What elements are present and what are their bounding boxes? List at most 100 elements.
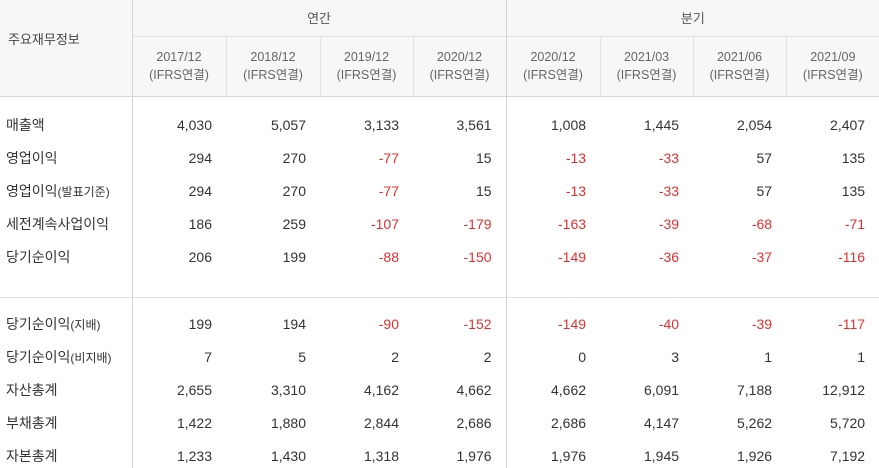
table-cell: 1 [764, 348, 773, 365]
table-cell: 2,054 [737, 116, 773, 133]
table-cell: 4,662 [551, 381, 587, 398]
row-label-main: 매출액 [6, 116, 45, 133]
table-cell: 2,844 [363, 414, 399, 431]
period-header: 2020/12 (IFRS연결) [506, 36, 601, 97]
table-cell: 57 [756, 182, 773, 199]
table-cell: -116 [838, 248, 866, 265]
row-label-sub: (비지배) [70, 350, 112, 365]
table-cell: 259 [282, 215, 306, 232]
table-cell: 57 [756, 149, 773, 166]
row-label: 당기순이익(지배) [0, 307, 133, 340]
row-label: 부채총계 [0, 406, 133, 439]
table-cell: 6,091 [644, 381, 680, 398]
table-cell: 194 [282, 315, 306, 332]
row-label-sub: (지배) [70, 317, 101, 332]
table-cell: 270 [282, 149, 306, 166]
table-cell: -77 [378, 149, 399, 166]
table-cell: 2,655 [176, 381, 212, 398]
period-header: 2021/03 (IFRS연결) [600, 36, 694, 97]
table-row: 세전계속사업이익 186 259 -107 -179 -163 -39 -68 -71 [0, 207, 879, 240]
table-cell: -149 [558, 315, 587, 332]
table-cell: 5 [298, 348, 306, 365]
table-cell: 15 [413, 174, 507, 207]
table-cell: -37 [751, 248, 773, 265]
row-label: 세전계속사업이익 [0, 207, 133, 240]
table-cell: 1,926 [737, 447, 773, 464]
table-cell: 1,976 [413, 439, 507, 468]
table-cell: 2,686 [551, 414, 587, 431]
row-label: 자산총계 [0, 373, 133, 406]
table-row: 영업이익 294 270 -77 15 -13 -33 57 135 [0, 141, 879, 174]
table-cell: -77 [378, 182, 399, 199]
table-cell: 2,686 [413, 406, 507, 439]
table-row: 부채총계 1,422 1,880 2,844 2,686 2,686 4,147 5,262 5… [0, 406, 879, 439]
table-cell: 3,561 [413, 108, 507, 141]
table-cell: 1,880 [270, 414, 306, 431]
row-label-main: 세전계속사업이익 [6, 215, 110, 232]
table-cell: -90 [378, 315, 399, 332]
table-row: 자산총계 2,655 3,310 4,162 4,662 4,662 6,091 7,188 1… [0, 373, 879, 406]
period-header: 2021/06 (IFRS연결) [693, 36, 787, 97]
table-cell: 3 [671, 348, 680, 365]
table-cell: 206 [188, 248, 212, 265]
table-cell: 1,976 [551, 447, 587, 464]
table-cell: 135 [841, 182, 866, 199]
period-basis: (IFRS연결) [149, 68, 209, 82]
table-row: 영업이익(발표기준) 294 270 -77 15 -13 -33 57 135 [0, 174, 879, 207]
table-cell: -13 [565, 149, 587, 166]
table-cell: -36 [658, 248, 680, 265]
period-header: 2020/12 (IFRS연결) [413, 36, 507, 97]
table-cell: 2,407 [830, 116, 866, 133]
table-cell: 199 [282, 248, 306, 265]
row-label-main: 부채총계 [6, 414, 58, 431]
row-label-main: 자산총계 [6, 381, 58, 398]
table-cell: 2 [391, 348, 399, 365]
table-cell: 135 [841, 149, 866, 166]
period-date: 2017/12 [156, 50, 202, 64]
row-label-main: 자본총계 [6, 447, 58, 464]
table-row: 매출액 4,030 5,057 3,133 3,561 1,008 1,445 2,054 2,… [0, 108, 879, 141]
table-cell: 1,422 [176, 414, 212, 431]
table-cell: 1,945 [644, 447, 680, 464]
table-cell: 3,310 [270, 381, 306, 398]
period-date: 2019/12 [343, 50, 390, 64]
table-cell: 1,008 [551, 116, 587, 133]
table-cell: 1,430 [270, 447, 306, 464]
period-basis: (IFRS연결) [802, 68, 863, 82]
row-label-main: 영업이익 [6, 149, 58, 166]
table-cell: -39 [751, 315, 773, 332]
row-title-header: 주요재무정보 [0, 0, 133, 97]
table-cell: -107 [370, 215, 399, 232]
table-cell: 1 [857, 348, 866, 365]
table-cell: 5,262 [737, 414, 773, 431]
table-cell: 7,192 [830, 447, 866, 464]
period-date: 2021/06 [716, 50, 763, 64]
table-cell: -71 [844, 215, 866, 232]
table-cell: -149 [558, 248, 587, 265]
table-cell: 4,162 [363, 381, 399, 398]
row-label: 당기순이익 [0, 240, 133, 273]
row-label: 자본총계 [0, 439, 133, 468]
table-cell: -68 [751, 215, 773, 232]
period-basis: (IFRS연결) [523, 68, 583, 82]
table-row: 당기순이익(지배) 199 194 -90 -152 -149 -40 -39 -117 [0, 307, 879, 340]
period-header: 2021/09 (IFRS연결) [786, 36, 879, 97]
table-row: 자본총계 1,233 1,430 1,318 1,976 1,976 1,945 1,926 7… [0, 439, 879, 468]
table-cell: 1,318 [363, 447, 399, 464]
table-cell: 7,188 [737, 381, 773, 398]
row-label: 영업이익 [0, 141, 133, 174]
row-label-main: 당기순이익 [6, 348, 71, 365]
table-cell: -40 [658, 315, 680, 332]
period-basis: (IFRS연결) [336, 68, 397, 82]
table-cell: 3,133 [363, 116, 399, 133]
table-cell: 294 [188, 149, 212, 166]
table-cell: 12,912 [822, 381, 866, 398]
table-cell: 1,445 [644, 116, 680, 133]
table-cell: 4,147 [644, 414, 680, 431]
table-cell: -39 [658, 215, 680, 232]
row-label: 매출액 [0, 108, 133, 141]
table-cell: -33 [658, 182, 680, 199]
row-label: 영업이익(발표기준) [0, 174, 133, 207]
period-basis: (IFRS연결) [429, 68, 490, 82]
table-cell: -152 [413, 307, 507, 340]
